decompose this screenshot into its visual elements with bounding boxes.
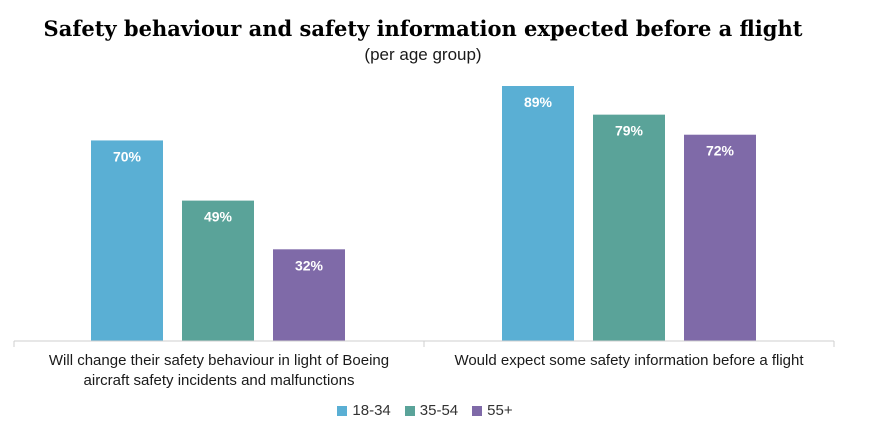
data-label-18-34-group-1: 70% [113,148,142,164]
category-label-2-line-1: Would expect some safety information bef… [454,352,804,369]
bar-55-plus-group-2 [684,134,756,341]
legend-label-55-plus: 55+ [487,402,513,419]
chart-subtitle: (per age group) [364,45,482,64]
chart-title: Safety behaviour and safety information … [43,16,803,41]
bar-chart: 70% 49% 32% 89% 79% 72% Will change their safe… [13,86,835,389]
legend-label-18-34: 18-34 [352,402,391,419]
data-label-55-plus-group-2: 72% [706,143,735,159]
legend-item-55-plus: 55+ [472,402,513,419]
data-label-35-54-group-2: 79% [615,123,644,139]
legend-item-18-34: 18-34 [337,402,391,419]
legend: 18-34 35-54 55+ [0,402,850,419]
bar-35-54-group-1 [182,200,254,341]
legend-swatch-35-54 [404,405,415,416]
bar-18-34-group-1 [91,140,163,341]
data-label-55-plus-group-1: 32% [295,257,324,273]
legend-swatch-18-34 [337,405,348,416]
data-label-35-54-group-1: 49% [204,209,233,225]
category-label-1-line-1: Will change their safety behaviour in li… [49,352,389,369]
legend-label-35-54: 35-54 [419,402,459,419]
category-label-1-line-2: aircraft safety incidents and malfunctio… [84,372,355,389]
legend-swatch-55-plus [472,405,483,416]
bar-55-plus-group-1 [273,249,345,341]
legend-item-35-54: 35-54 [404,402,459,419]
data-label-18-34-group-2: 89% [524,94,553,110]
bar-35-54-group-2 [593,114,665,341]
bar-18-34-group-2 [502,86,574,341]
